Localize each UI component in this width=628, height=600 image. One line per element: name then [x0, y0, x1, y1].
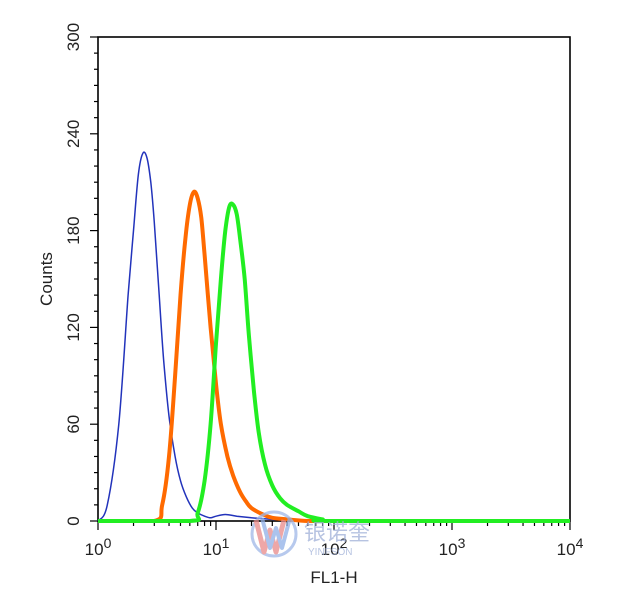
y-tick-label: 300	[64, 23, 83, 51]
x-tick-label: 101	[203, 535, 230, 559]
yinfson-watermark: 银诺奎 YINFSON	[250, 510, 370, 558]
y-tick-label: 180	[64, 216, 83, 244]
watermark-logo-icon	[250, 510, 298, 558]
histogram-series-3	[97, 201, 570, 524]
x-tick-label: 103	[439, 535, 466, 559]
y-tick-label: 240	[64, 120, 83, 148]
x-tick-label: 104	[557, 535, 584, 559]
histogram-series-1	[97, 151, 334, 522]
x-tick-labels: 100 101 102 103 104	[85, 535, 584, 559]
y-tick-label: 0	[64, 516, 83, 525]
series-layer	[97, 151, 570, 524]
watermark-latin-text: YINFSON	[308, 547, 352, 558]
x-tick-label: 102	[321, 535, 348, 559]
minor-ticks	[94, 52, 566, 526]
y-tick-label: 120	[64, 313, 83, 341]
x-axis-label: FL1-H	[310, 568, 357, 587]
y-tick-label: 60	[64, 415, 83, 434]
watermark-brand-text: 银诺奎	[304, 520, 370, 545]
histogram-series-2	[97, 189, 570, 523]
major-ticks	[90, 36, 571, 530]
y-axis-label: Counts	[37, 252, 56, 306]
y-tick-labels: 0 60 120 180 240 300	[64, 23, 83, 526]
x-tick-label: 100	[85, 535, 112, 559]
